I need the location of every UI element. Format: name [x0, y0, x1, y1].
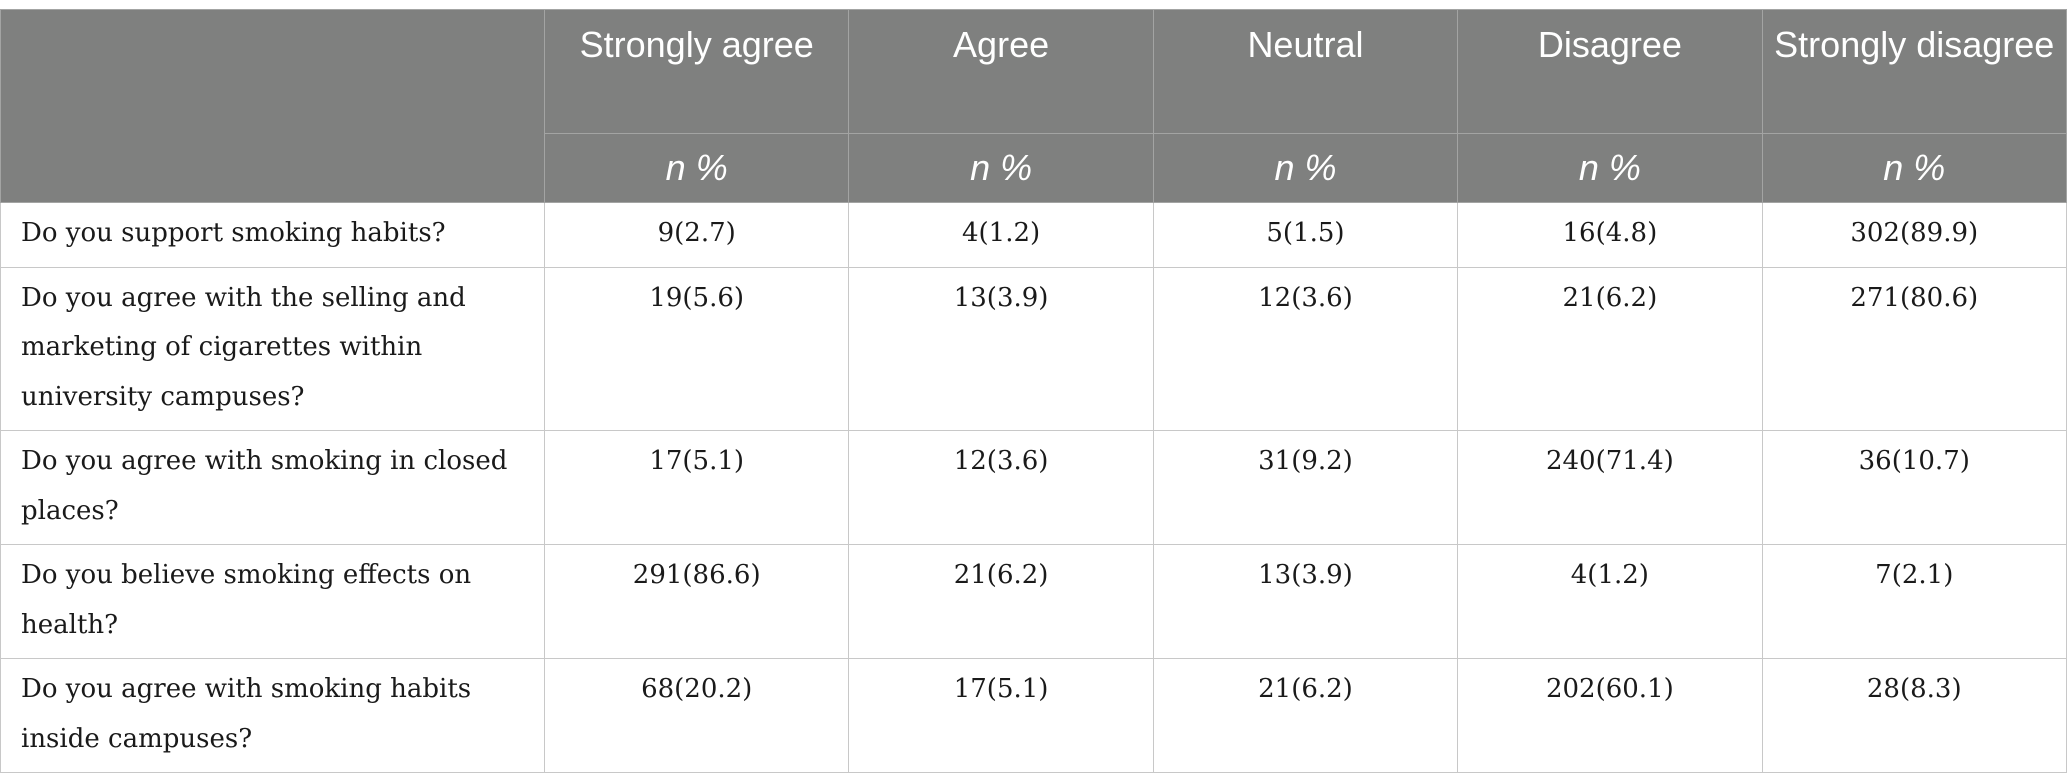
question-cell: Do you support smoking habits? — [0, 202, 545, 268]
table-row: Do you agree with smoking in closed plac… — [0, 430, 2067, 545]
table-row: Do you support smoking habits? 9(2.7) 4(… — [0, 202, 2067, 268]
question-cell: Do you agree with smoking habits inside … — [0, 658, 545, 773]
subheader-n-percent: n % — [1761, 133, 2067, 203]
subheader-row: n % n % n % n % n % — [1, 133, 2067, 203]
survey-table: Strongly agree Agree Neutral Disagree St… — [0, 9, 2067, 773]
value-cell: 28(8.3) — [1761, 658, 2067, 773]
value-cell: 271(80.6) — [1761, 266, 2067, 431]
question-cell: Do you agree with the selling and market… — [0, 266, 545, 431]
value-cell: 4(1.2) — [1457, 544, 1763, 659]
subheader-n-percent: n % — [1152, 133, 1459, 203]
value-cell: 5(1.5) — [1152, 202, 1459, 268]
value-cell: 9(2.7) — [543, 202, 850, 268]
value-cell: 68(20.2) — [543, 658, 850, 773]
value-cell: 7(2.1) — [1761, 544, 2067, 659]
question-cell: Do you believe smoking effects on health… — [0, 544, 545, 659]
value-cell: 21(6.2) — [848, 544, 1154, 659]
value-cell: 31(9.2) — [1152, 430, 1459, 545]
value-cell: 240(71.4) — [1457, 430, 1763, 545]
value-cell: 13(3.9) — [1152, 544, 1459, 659]
question-cell: Do you agree with smoking in closed plac… — [0, 430, 545, 545]
table-header: Strongly agree Agree Neutral Disagree St… — [0, 9, 2067, 203]
value-cell: 302(89.9) — [1761, 202, 2067, 268]
value-cell: 17(5.1) — [543, 430, 850, 545]
column-header-agree: Agree — [848, 9, 1154, 134]
table-row: Do you agree with the selling and market… — [0, 266, 2067, 431]
value-cell: 4(1.2) — [848, 202, 1154, 268]
value-cell: 291(86.6) — [543, 544, 850, 659]
table-row: Do you believe smoking effects on health… — [0, 544, 2067, 659]
value-cell: 12(3.6) — [848, 430, 1154, 545]
value-cell: 13(3.9) — [848, 266, 1154, 431]
value-cell: 202(60.1) — [1457, 658, 1763, 773]
header-row: Strongly agree Agree Neutral Disagree St… — [0, 9, 2067, 203]
column-header-disagree: Disagree — [1457, 9, 1763, 134]
column-header-strongly-disagree: Strongly disagree — [1761, 9, 2067, 134]
header-blank-cell — [0, 9, 545, 203]
value-cell: 12(3.6) — [1152, 266, 1459, 431]
table-row: Do you agree with smoking habits inside … — [0, 658, 2067, 773]
value-cell: 16(4.8) — [1457, 202, 1763, 268]
subheader-n-percent: n % — [1457, 133, 1763, 203]
value-cell: 19(5.6) — [543, 266, 850, 431]
table-body: Do you support smoking habits? 9(2.7) 4(… — [0, 202, 2067, 773]
subheader-n-percent: n % — [848, 133, 1154, 203]
value-cell: 21(6.2) — [1152, 658, 1459, 773]
value-cell: 17(5.1) — [848, 658, 1154, 773]
column-header-neutral: Neutral — [1152, 9, 1459, 134]
value-cell: 36(10.7) — [1761, 430, 2067, 545]
subheader-n-percent: n % — [543, 133, 850, 203]
value-cell: 21(6.2) — [1457, 266, 1763, 431]
column-header-strongly-agree: Strongly agree — [543, 9, 850, 134]
